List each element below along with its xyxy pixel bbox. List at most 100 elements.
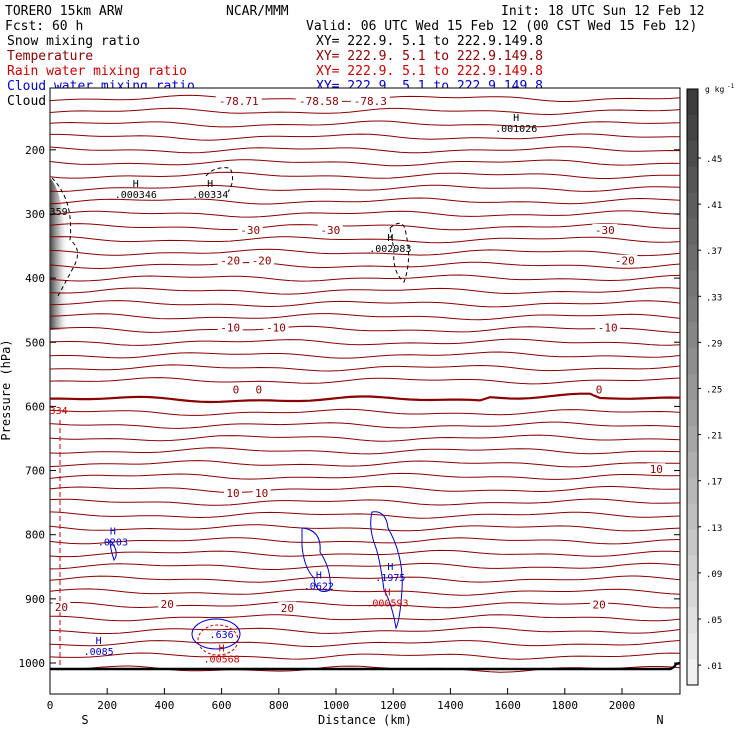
extrema-labels: H.001026H.000346H.00334H.002983359334H.0…	[50, 113, 537, 666]
colorbar-swatch	[687, 322, 698, 349]
isotherm-label-bg	[647, 463, 666, 475]
x-tick-label: 0	[47, 699, 54, 712]
cloud-ice-contour	[51, 177, 78, 297]
isotherm-line	[50, 549, 680, 558]
isotherm-line	[50, 498, 680, 506]
isotherm-label-bg	[158, 597, 177, 609]
extremum-marker: H	[387, 562, 393, 573]
isotherm-line	[50, 159, 680, 167]
extremum-value: .636	[210, 630, 234, 641]
isotherm-label: -30	[320, 224, 340, 237]
colorbar-swatch	[687, 244, 698, 271]
colorbar-swatch	[687, 555, 698, 582]
isotherm-label: 0	[233, 384, 240, 397]
isotherm-label: 10	[650, 463, 663, 476]
isotherm-line	[50, 434, 680, 442]
isotherm-line	[50, 107, 680, 116]
colorbar-swatch	[687, 114, 698, 142]
isotherm-line	[50, 460, 680, 468]
y-tick-label: 200	[25, 144, 45, 157]
y-tick-label: 400	[25, 272, 45, 285]
colorbar-label: .33	[706, 293, 722, 303]
isotherm-line	[50, 626, 680, 634]
isotherm-label: 10	[255, 487, 268, 500]
colorbar-label: .01	[706, 662, 722, 672]
isotherm-label-bg	[52, 601, 71, 613]
isotherm-label: 20	[55, 601, 68, 614]
isotherm-label-bg	[593, 383, 605, 395]
extremum-value: .1975	[375, 573, 405, 584]
isotherm-line	[50, 614, 680, 622]
colorbar-label: .29	[706, 339, 722, 349]
y-tick-label: 700	[25, 465, 45, 478]
cloud-water-contour	[370, 511, 403, 630]
extremum-marker: H	[316, 570, 322, 581]
model-title: TORERO 15km ARW	[5, 4, 123, 19]
isotherm-line	[50, 133, 680, 141]
x-tick-label: 1400	[437, 699, 464, 712]
isotherm-label: -30	[595, 224, 615, 237]
isotherm-label-bg	[278, 601, 297, 613]
colorbar-swatch	[687, 348, 698, 375]
isotherm-label-bg	[317, 223, 343, 235]
x-tick-label: 2000	[609, 699, 636, 712]
colorbar-unit-exponent: -1	[727, 83, 735, 90]
isotherm-label: 20	[592, 599, 605, 612]
plot-frame	[49, 87, 681, 695]
isotherm-label-bg	[612, 254, 638, 266]
isotherm-label-bg	[252, 486, 271, 498]
extremum-marker: H	[219, 643, 225, 654]
forecast-hour: Fcst: 60 h	[5, 19, 83, 34]
cloud-water-contour	[109, 539, 117, 562]
isotherm-label: 0	[596, 384, 603, 397]
colorbar-swatch	[687, 477, 698, 505]
isotherm-label: -20	[615, 255, 635, 268]
isotherm-line	[50, 421, 680, 429]
extremum-marker: H	[384, 588, 390, 599]
extremum-value: .002983	[369, 244, 411, 255]
north-end-label: N	[656, 713, 663, 727]
colorbar-label: .09	[706, 570, 722, 580]
extremum-value: .0085	[84, 647, 114, 658]
colorbar-swatch	[687, 399, 698, 427]
isotherm-label: -78.58	[299, 95, 339, 108]
field-legend-xy: XY= 222.9. 5.1 to 222.9.149.8	[316, 64, 543, 79]
isotherm-label-bg	[595, 321, 621, 333]
isotherm-line	[50, 640, 680, 648]
colorbar: g kg -1 .45 .41 .37 .33 .29 .25 .21 .17 .13 .09 .0…	[686, 83, 735, 686]
colorbar-swatch	[687, 296, 698, 323]
isotherm-label: 0	[255, 384, 262, 397]
y-tick-label: 600	[25, 400, 45, 413]
extremum-marker: H	[387, 233, 393, 244]
y-tick-label: 300	[25, 208, 45, 221]
isotherm-line	[50, 184, 680, 193]
moisture-contours	[51, 167, 410, 668]
isotherm-line	[50, 338, 680, 346]
x-tick-label: 1600	[494, 699, 521, 712]
extremum-marker: H	[96, 636, 102, 647]
isotherm-label-bg	[590, 598, 609, 610]
isotherm-line	[50, 325, 680, 334]
isotherm-line	[50, 223, 680, 231]
extremum-value: 359	[50, 207, 68, 218]
colorbar-swatch	[687, 425, 698, 453]
isotherm-line	[50, 313, 680, 321]
isotherm-label: -10	[266, 321, 286, 334]
field-legend-name: Rain water mixing ratio	[7, 64, 187, 79]
colorbar-label: .37	[706, 247, 722, 257]
colorbar-swatch	[687, 451, 698, 479]
colorbar-swatch	[687, 503, 698, 531]
isotherm-line	[50, 408, 680, 416]
extremum-value: .0622	[304, 581, 334, 592]
isotherm-label: -78.3	[354, 95, 387, 108]
isotherm-line	[50, 261, 680, 270]
isotherm-label-bg	[249, 254, 275, 266]
y-tick-label: 1000	[19, 657, 46, 670]
colorbar-swatch	[687, 192, 698, 220]
isotherm-labels: -78.71 -78.58 -78.3 -30 -30 -30 -20 -20 -20 -10 -1…	[52, 94, 666, 615]
extremum-value: .00568	[204, 654, 240, 665]
isotherm-line	[50, 472, 680, 480]
y-tick-label: 800	[25, 529, 45, 542]
isotherm-label-bg	[230, 383, 242, 395]
